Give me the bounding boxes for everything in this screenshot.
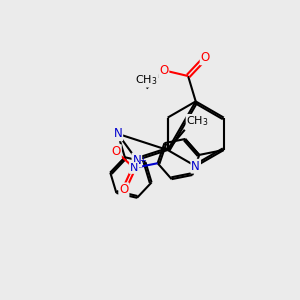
Text: O: O xyxy=(201,51,210,64)
Text: O: O xyxy=(112,145,121,158)
Text: O: O xyxy=(119,183,128,196)
Text: O: O xyxy=(159,64,168,77)
Text: N: N xyxy=(113,127,122,140)
Text: N: N xyxy=(133,154,141,166)
Text: N: N xyxy=(130,163,138,173)
Text: CH$_3$: CH$_3$ xyxy=(135,73,158,87)
Text: N: N xyxy=(191,160,200,173)
Text: +: + xyxy=(139,156,146,165)
Text: CH$_3$: CH$_3$ xyxy=(186,115,209,128)
